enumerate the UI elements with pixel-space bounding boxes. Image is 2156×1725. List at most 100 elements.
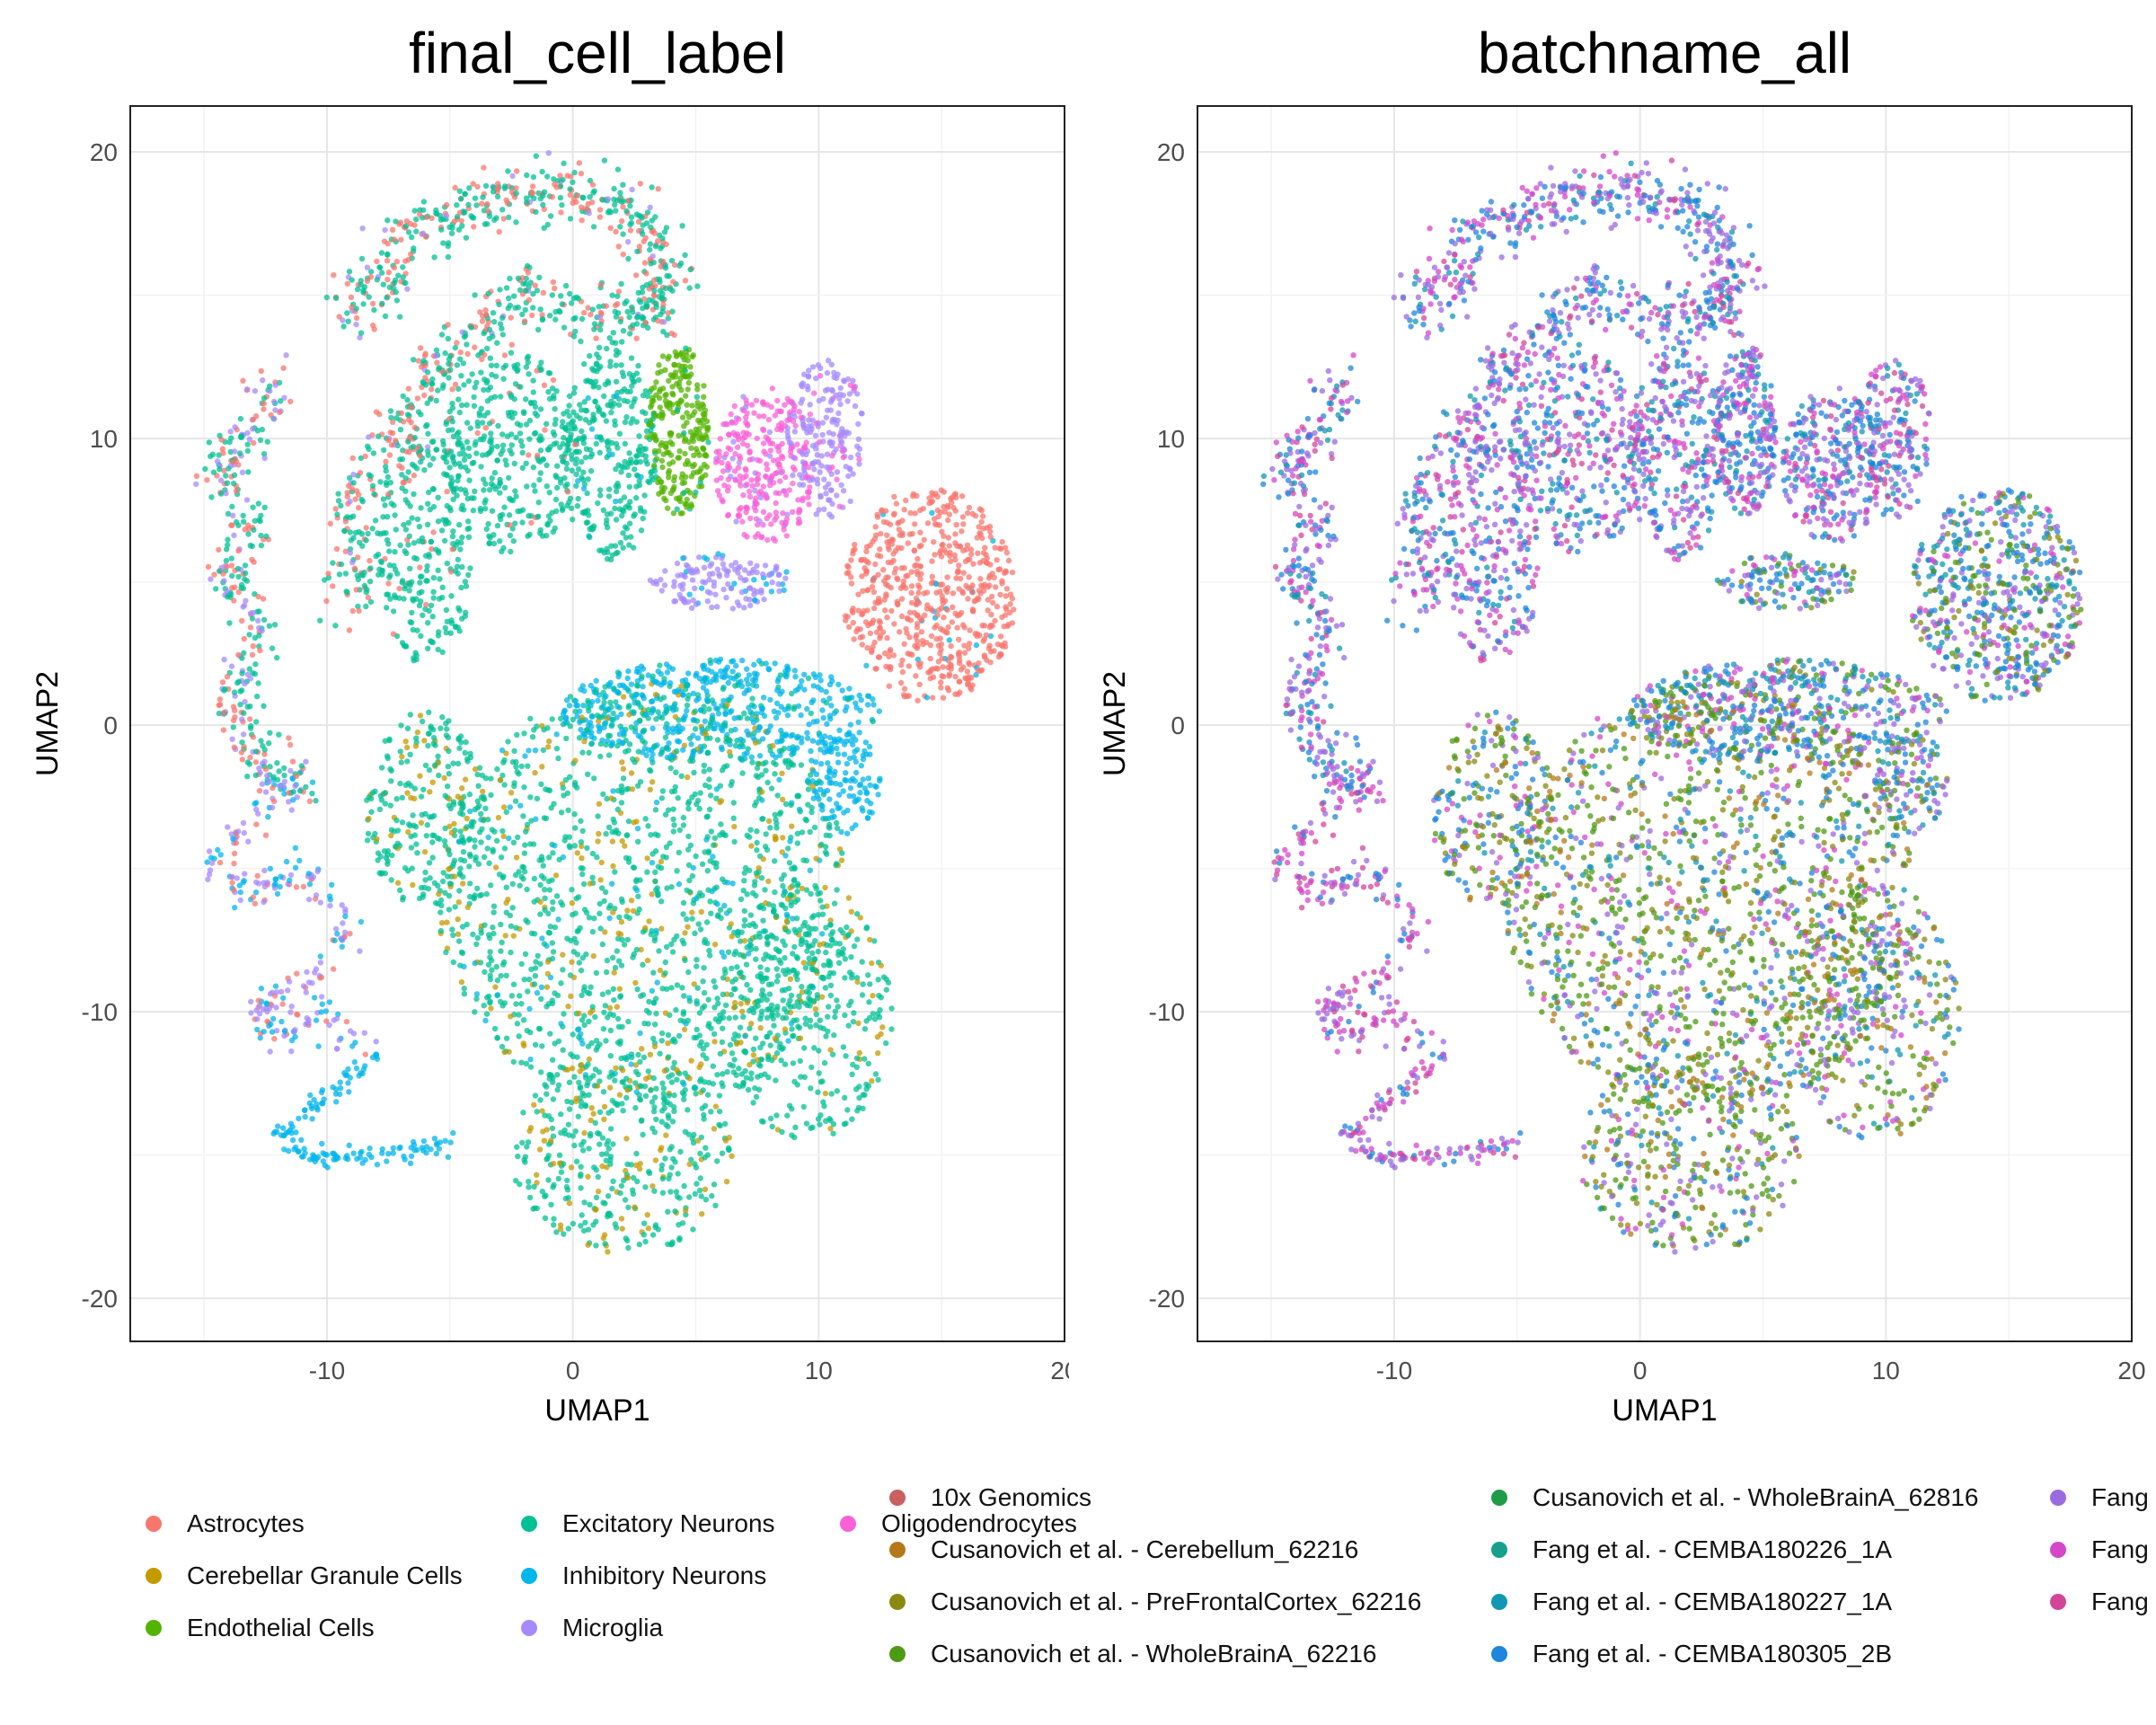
data-point <box>834 819 840 827</box>
data-point <box>604 517 610 524</box>
data-point <box>600 1026 607 1032</box>
data-point <box>472 837 478 844</box>
data-point <box>281 765 287 772</box>
data-point <box>993 584 999 590</box>
data-point <box>806 955 812 961</box>
data-point <box>348 537 354 544</box>
data-point <box>899 518 906 524</box>
data-point <box>454 340 460 346</box>
data-point <box>718 474 724 482</box>
data-point <box>474 183 481 190</box>
data-point <box>884 532 890 538</box>
data-point <box>438 919 446 926</box>
data-point <box>768 403 774 411</box>
data-point <box>808 890 814 898</box>
data-point <box>764 996 770 1004</box>
data-point <box>964 668 971 675</box>
data-point <box>874 514 881 520</box>
data-point <box>499 442 507 448</box>
data-point <box>836 503 843 509</box>
data-point <box>806 464 812 471</box>
data-point <box>941 533 947 539</box>
data-point <box>413 228 420 234</box>
data-point <box>566 412 572 420</box>
data-point <box>658 858 665 865</box>
data-point <box>579 428 585 435</box>
data-point <box>834 1088 840 1094</box>
data-point <box>732 560 739 566</box>
data-point <box>267 764 273 770</box>
data-point <box>688 1156 694 1163</box>
data-point <box>620 1067 626 1074</box>
data-point <box>686 1194 693 1200</box>
data-point <box>429 438 436 446</box>
data-point <box>539 316 546 323</box>
data-point <box>605 824 613 830</box>
data-point <box>819 911 826 917</box>
data-point <box>684 916 690 923</box>
data-point <box>627 227 634 234</box>
data-point <box>614 806 621 813</box>
data-point <box>814 452 820 458</box>
data-point <box>824 721 830 727</box>
data-point <box>658 898 665 905</box>
data-point <box>753 397 760 404</box>
data-point <box>701 965 707 971</box>
data-point <box>614 1004 620 1010</box>
data-point <box>867 782 873 789</box>
data-point <box>344 310 350 316</box>
data-point <box>622 843 628 849</box>
data-point <box>699 474 705 481</box>
data-point <box>967 556 973 562</box>
data-point <box>347 474 353 482</box>
data-point <box>456 209 464 216</box>
data-point <box>649 705 657 712</box>
data-point <box>794 1082 800 1088</box>
data-point <box>444 919 450 925</box>
data-point <box>750 1052 757 1058</box>
data-point <box>689 1136 695 1142</box>
data-point <box>526 976 533 983</box>
data-point <box>734 444 741 450</box>
data-point <box>353 488 360 494</box>
data-point <box>731 715 738 721</box>
data-point <box>890 652 897 659</box>
data-point <box>247 624 254 631</box>
data-point <box>521 850 528 856</box>
data-point <box>448 569 455 575</box>
data-point <box>587 1201 593 1208</box>
data-point <box>355 603 361 610</box>
data-point <box>614 348 620 354</box>
data-point <box>550 850 556 856</box>
data-point <box>766 453 773 459</box>
data-point <box>628 1061 634 1067</box>
data-point <box>546 854 552 861</box>
data-point <box>430 456 437 462</box>
data-point <box>714 566 721 572</box>
data-point <box>425 645 431 651</box>
data-point <box>641 314 647 322</box>
data-point <box>581 481 588 488</box>
data-point <box>666 467 673 474</box>
data-point <box>465 534 473 540</box>
data-point <box>547 313 553 319</box>
data-point <box>262 789 270 795</box>
data-point <box>662 367 668 373</box>
data-point <box>683 393 689 399</box>
data-point <box>778 427 784 433</box>
data-point <box>644 957 651 964</box>
data-point <box>635 732 641 739</box>
data-point <box>649 253 656 260</box>
data-point <box>481 476 487 482</box>
data-point <box>610 1141 616 1147</box>
data-point <box>759 978 765 985</box>
data-point <box>732 948 739 955</box>
data-point <box>686 591 693 597</box>
data-point <box>746 867 753 873</box>
data-point <box>754 839 760 846</box>
data-point <box>482 506 489 512</box>
data-point <box>277 883 283 890</box>
data-point <box>649 1099 656 1105</box>
data-point <box>365 530 371 537</box>
data-point <box>430 595 437 601</box>
